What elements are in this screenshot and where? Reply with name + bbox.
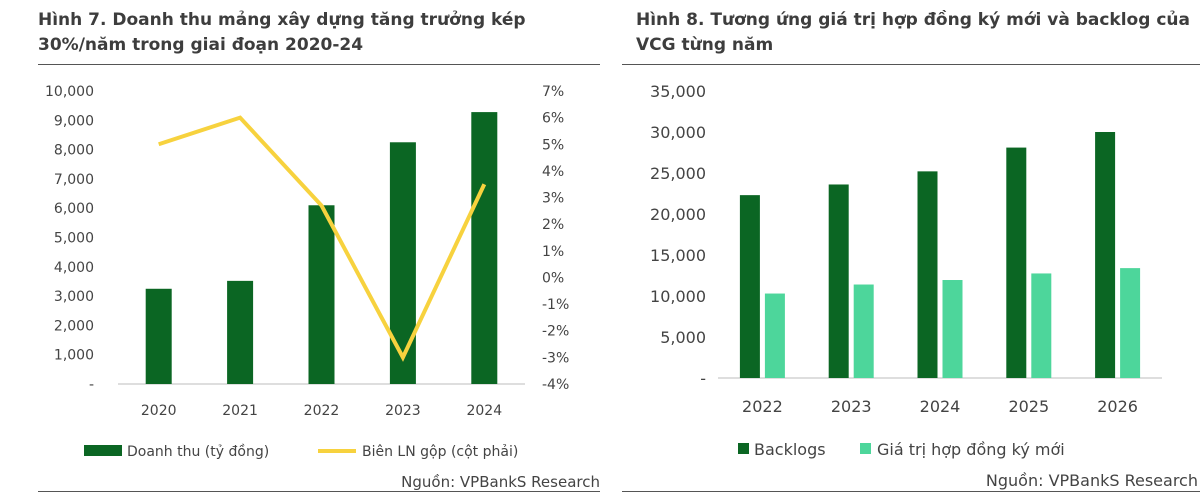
y-right-tick-label: -2%: [542, 324, 569, 340]
bar-revenue: [471, 112, 498, 384]
y-left-tick-label: 1,000: [54, 348, 94, 364]
y-left-tick-label: -: [89, 377, 94, 393]
y-left-tick-label: 9,000: [54, 113, 94, 129]
revenue-margin-chart: - 1,000 2,000 3,000 4,000 5,000 6,000 7,000 8,00…: [45, 84, 600, 491]
title-divider: [38, 64, 600, 65]
legend-swatch-new-contracts: [860, 443, 871, 454]
x-tick-label: 2023: [831, 397, 872, 416]
legend-label-new-contracts: Giá trị hợp đồng ký mới: [877, 440, 1065, 459]
bar-backlogs: [917, 171, 938, 378]
legend-label-margin: Biên LN gộp (cột phải): [362, 444, 518, 460]
y-left-tick-label: 6,000: [54, 201, 94, 217]
legend-swatch-backlogs: [738, 443, 749, 454]
x-tick-label: 2020: [141, 403, 177, 419]
y-left-tick-label: 4,000: [54, 260, 94, 276]
y-right-tick-label: 1%: [542, 244, 564, 260]
backlog-contracts-chart: - 5,000 10,000 15,000 20,000 25,000 30,000 35,0…: [650, 82, 1198, 490]
x-tick-label: 2023: [385, 403, 421, 419]
legend-label-backlogs: Backlogs: [754, 440, 826, 459]
bottom-divider: [622, 491, 1200, 492]
source-note: Nguồn: VPBankS Research: [401, 473, 600, 491]
y-left-tick-label: 10,000: [45, 84, 94, 100]
y-tick-label: 35,000: [650, 82, 706, 101]
y-right-tick-label: -4%: [542, 377, 569, 393]
x-tick-label: 2024: [920, 397, 961, 416]
chart-title: Hình 7. Doanh thu mảng xây dựng tăng trư…: [38, 10, 526, 55]
bar-backlogs: [1006, 147, 1027, 378]
y-right-tick-label: 0%: [542, 270, 564, 286]
x-tick-label: 2021: [222, 403, 258, 419]
y-tick-label: 20,000: [650, 205, 706, 224]
y-right-tick-label: -3%: [542, 350, 569, 366]
x-tick-label: 2025: [1008, 397, 1049, 416]
y-right-tick-label: 3%: [542, 191, 564, 207]
y-left-tick-label: 3,000: [54, 289, 94, 305]
y-right-tick-label: 4%: [542, 164, 564, 180]
bar-revenue: [227, 280, 254, 384]
bar-revenue: [389, 142, 416, 384]
y-right-tick-label: 6%: [542, 111, 564, 127]
y-right-tick-label: 7%: [542, 84, 564, 100]
y-tick-label: 25,000: [650, 164, 706, 183]
y-tick-label: 5,000: [660, 328, 706, 347]
y-left-tick-label: 5,000: [54, 231, 94, 247]
legend-swatch-revenue: [84, 445, 122, 456]
bar-backlogs: [1095, 132, 1116, 378]
bar-revenue: [308, 205, 335, 384]
bar-new-contracts: [764, 293, 785, 378]
y-tick-label: 30,000: [650, 123, 706, 142]
bar-new-contracts: [1031, 273, 1052, 378]
source-note: Nguồn: VPBankS Research: [986, 471, 1198, 490]
bar-new-contracts: [942, 280, 963, 378]
y-left-tick-label: 7,000: [54, 172, 94, 188]
chart-title: Hình 8. Tương ứng giá trị hợp đồng ký mớ…: [636, 10, 1190, 55]
bar-new-contracts: [853, 284, 874, 378]
bar-revenue: [145, 288, 172, 384]
bar-new-contracts: [1120, 268, 1141, 378]
x-tick-label: 2022: [742, 397, 783, 416]
bar-backlogs: [828, 184, 849, 378]
y-left-tick-label: 8,000: [54, 143, 94, 159]
chart-panel-right: Hình 8. Tương ứng giá trị hợp đồng ký mớ…: [622, 0, 1200, 495]
x-tick-label: 2024: [466, 403, 502, 419]
x-tick-label: 2022: [304, 403, 340, 419]
y-tick-label: 10,000: [650, 287, 706, 306]
y-tick-label: 15,000: [650, 246, 706, 265]
x-tick-label: 2026: [1097, 397, 1138, 416]
line-gross-margin: [158, 115, 487, 362]
y-right-tick-label: 2%: [542, 217, 564, 233]
chart-panel-left: Hình 7. Doanh thu mảng xây dựng tăng trư…: [38, 10, 600, 492]
title-divider: [622, 64, 1200, 65]
bar-backlogs: [739, 195, 760, 378]
y-tick-label: -: [700, 369, 706, 388]
legend-label-revenue: Doanh thu (tỷ đồng): [127, 443, 269, 460]
y-right-tick-label: 5%: [542, 137, 564, 153]
y-right-tick-label: -1%: [542, 297, 569, 313]
bottom-divider: [38, 491, 600, 492]
y-left-tick-label: 2,000: [54, 318, 94, 334]
